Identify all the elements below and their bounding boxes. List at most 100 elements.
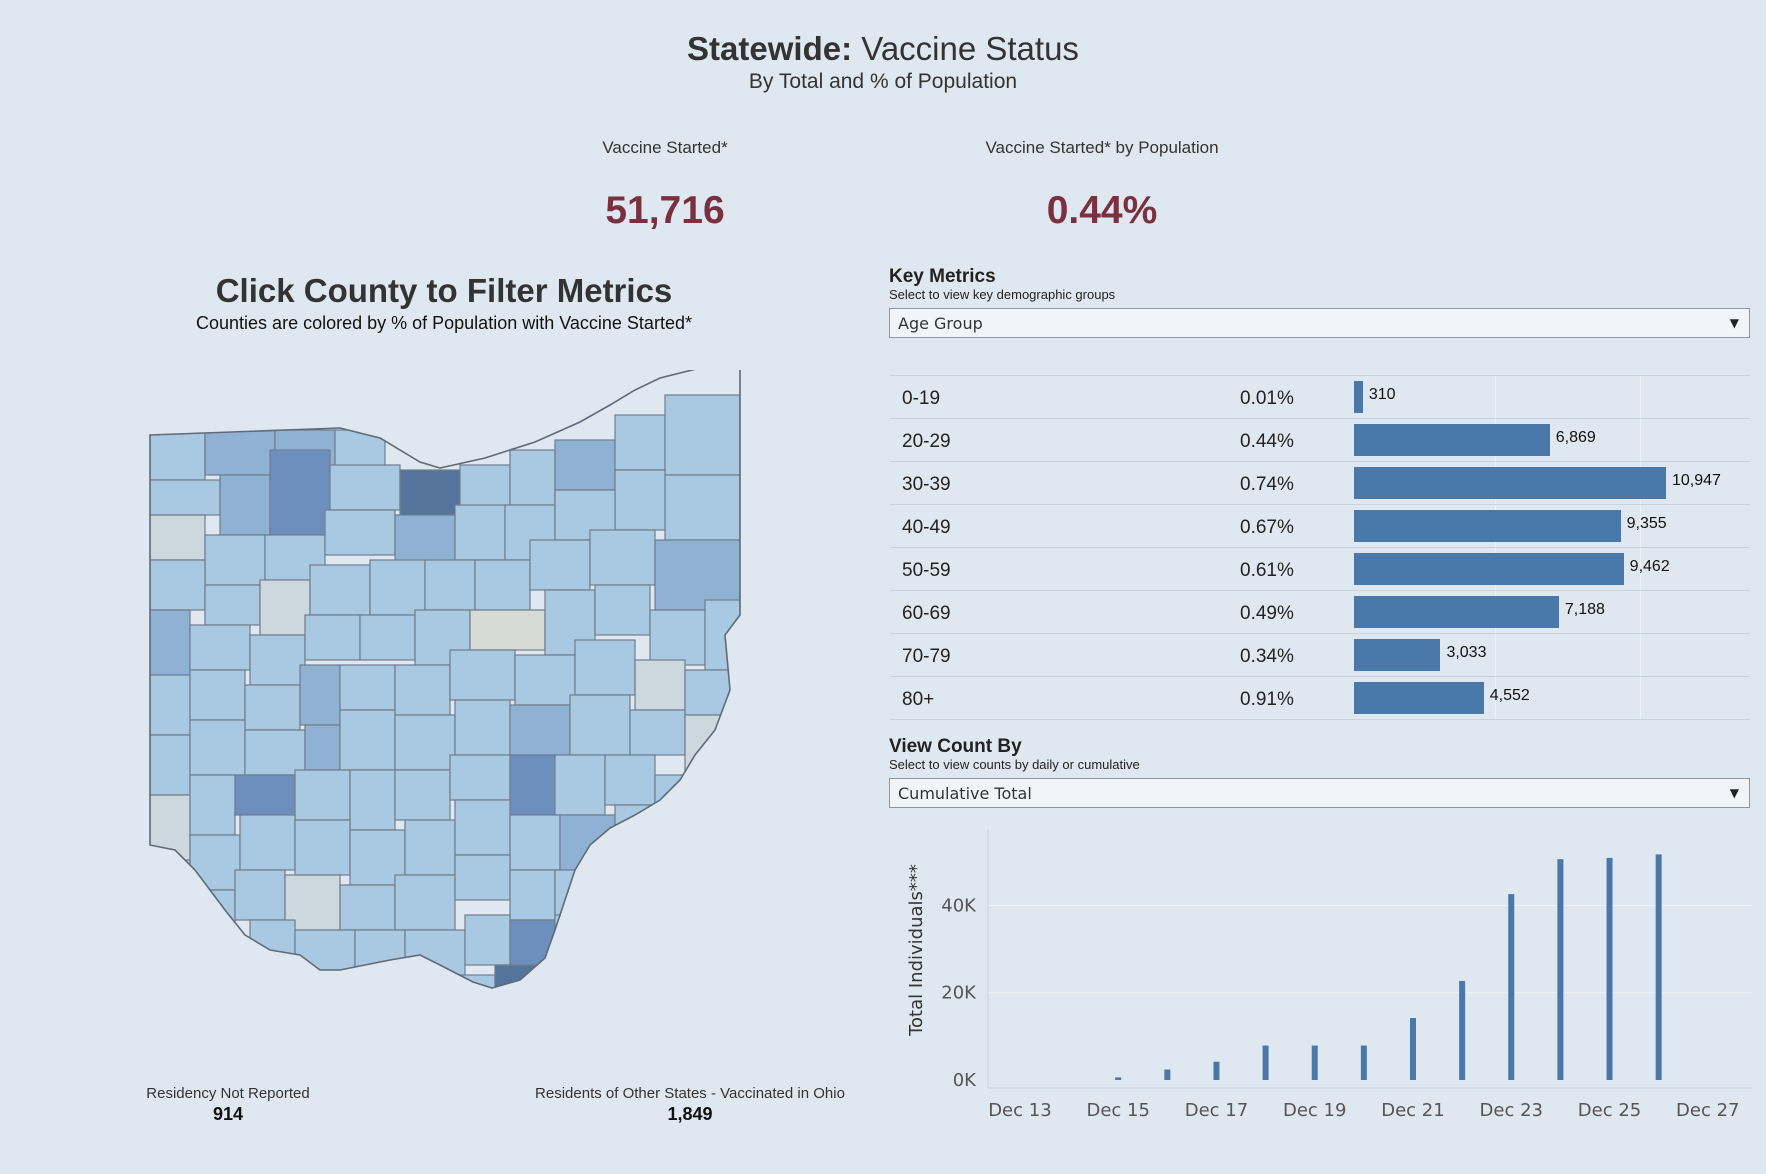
county-shape[interactable] — [439, 974, 496, 1030]
table-row[interactable]: 40-49 0.67% 9,355 — [890, 504, 1750, 548]
county-shape[interactable] — [554, 439, 616, 491]
county-shape[interactable] — [614, 414, 666, 471]
county-shape[interactable] — [704, 599, 740, 671]
view-count-dropdown[interactable]: Cumulative Total ▼ — [889, 778, 1750, 808]
county-shape[interactable] — [150, 479, 221, 516]
county-shape[interactable] — [529, 539, 591, 591]
county-shape[interactable] — [459, 464, 511, 511]
county-shape[interactable] — [454, 504, 506, 561]
county-shape[interactable] — [189, 939, 251, 981]
county-shape[interactable] — [204, 534, 266, 586]
county-shape[interactable] — [449, 754, 511, 801]
county-shape[interactable] — [374, 969, 436, 1025]
county-shape[interactable] — [339, 709, 396, 771]
county-shape[interactable] — [150, 909, 191, 951]
ohio-county-map[interactable] — [140, 370, 750, 1030]
county-shape[interactable] — [319, 974, 376, 1030]
county-shape[interactable] — [150, 609, 191, 676]
county-shape[interactable] — [369, 559, 426, 616]
county-shape[interactable] — [569, 694, 631, 756]
county-shape[interactable] — [189, 834, 241, 891]
age-group-bar[interactable] — [1354, 424, 1550, 456]
county-tiles[interactable] — [150, 394, 740, 1030]
county-shape[interactable] — [189, 774, 236, 836]
county-shape[interactable] — [404, 819, 456, 876]
county-shape[interactable] — [509, 814, 561, 871]
county-shape[interactable] — [234, 774, 296, 816]
county-shape[interactable] — [399, 469, 461, 516]
county-shape[interactable] — [614, 469, 666, 531]
key-metrics-dropdown[interactable]: Age Group ▼ — [889, 308, 1750, 338]
county-shape[interactable] — [349, 769, 396, 831]
table-row[interactable]: 50-59 0.61% 9,462 — [890, 547, 1750, 591]
county-shape[interactable] — [554, 754, 606, 816]
county-shape[interactable] — [234, 869, 286, 921]
county-shape[interactable] — [189, 669, 246, 721]
county-shape[interactable] — [150, 559, 206, 611]
county-shape[interactable] — [269, 449, 331, 536]
county-shape[interactable] — [424, 559, 476, 611]
county-shape[interactable] — [394, 874, 456, 931]
county-shape[interactable] — [559, 814, 616, 871]
county-shape[interactable] — [150, 734, 191, 796]
county-shape[interactable] — [629, 709, 686, 756]
county-shape[interactable] — [294, 819, 351, 876]
county-shape[interactable] — [354, 929, 406, 981]
county-shape[interactable] — [554, 914, 606, 961]
county-shape[interactable] — [299, 664, 341, 726]
county-shape[interactable] — [614, 804, 671, 856]
county-shape[interactable] — [150, 674, 191, 736]
county-shape[interactable] — [509, 449, 556, 506]
county-shape[interactable] — [654, 774, 706, 826]
age-group-bar[interactable] — [1354, 553, 1624, 585]
table-row[interactable]: 20-29 0.44% 6,869 — [890, 418, 1750, 462]
county-shape[interactable] — [150, 514, 206, 561]
county-shape[interactable] — [204, 584, 261, 626]
table-row[interactable]: 0-19 0.01% 310 — [890, 375, 1750, 419]
table-row[interactable]: 30-39 0.74% 10,947 — [890, 461, 1750, 505]
county-shape[interactable] — [589, 529, 656, 586]
county-shape[interactable] — [654, 539, 740, 611]
county-shape[interactable] — [244, 729, 306, 776]
county-shape[interactable] — [634, 659, 686, 711]
county-shape[interactable] — [404, 929, 466, 976]
county-shape[interactable] — [509, 704, 571, 756]
county-shape[interactable] — [454, 854, 511, 901]
county-shape[interactable] — [394, 714, 456, 771]
county-shape[interactable] — [454, 799, 511, 856]
county-shape[interactable] — [664, 394, 740, 476]
county-shape[interactable] — [189, 719, 246, 776]
county-shape[interactable] — [454, 699, 511, 756]
county-shape[interactable] — [259, 579, 311, 636]
age-group-bar[interactable] — [1354, 639, 1441, 671]
table-row[interactable]: 70-79 0.34% 3,033 — [890, 633, 1750, 677]
county-shape[interactable] — [394, 664, 451, 716]
county-shape[interactable] — [294, 769, 351, 821]
county-shape[interactable] — [339, 664, 396, 711]
county-shape[interactable] — [664, 474, 740, 541]
county-shape[interactable] — [150, 794, 191, 861]
county-shape[interactable] — [309, 564, 371, 616]
county-shape[interactable] — [204, 429, 276, 476]
county-shape[interactable] — [469, 609, 546, 651]
county-shape[interactable] — [150, 429, 206, 481]
county-shape[interactable] — [394, 769, 451, 821]
county-shape[interactable] — [509, 754, 556, 816]
county-shape[interactable] — [464, 914, 511, 966]
county-shape[interactable] — [244, 684, 301, 731]
county-shape[interactable] — [359, 614, 416, 661]
age-group-bar[interactable] — [1354, 467, 1666, 499]
county-shape[interactable] — [509, 869, 556, 921]
county-shape[interactable] — [684, 714, 731, 776]
county-shape[interactable] — [574, 639, 636, 696]
county-shape[interactable] — [449, 649, 516, 701]
county-shape[interactable] — [329, 464, 401, 511]
age-group-bar[interactable] — [1354, 510, 1621, 542]
age-group-bar[interactable] — [1354, 381, 1363, 413]
age-group-bar[interactable] — [1354, 596, 1559, 628]
table-row[interactable]: 60-69 0.49% 7,188 — [890, 590, 1750, 634]
county-shape[interactable] — [649, 609, 706, 666]
county-shape[interactable] — [304, 614, 361, 661]
county-shape[interactable] — [219, 474, 271, 536]
county-shape[interactable] — [554, 869, 616, 916]
